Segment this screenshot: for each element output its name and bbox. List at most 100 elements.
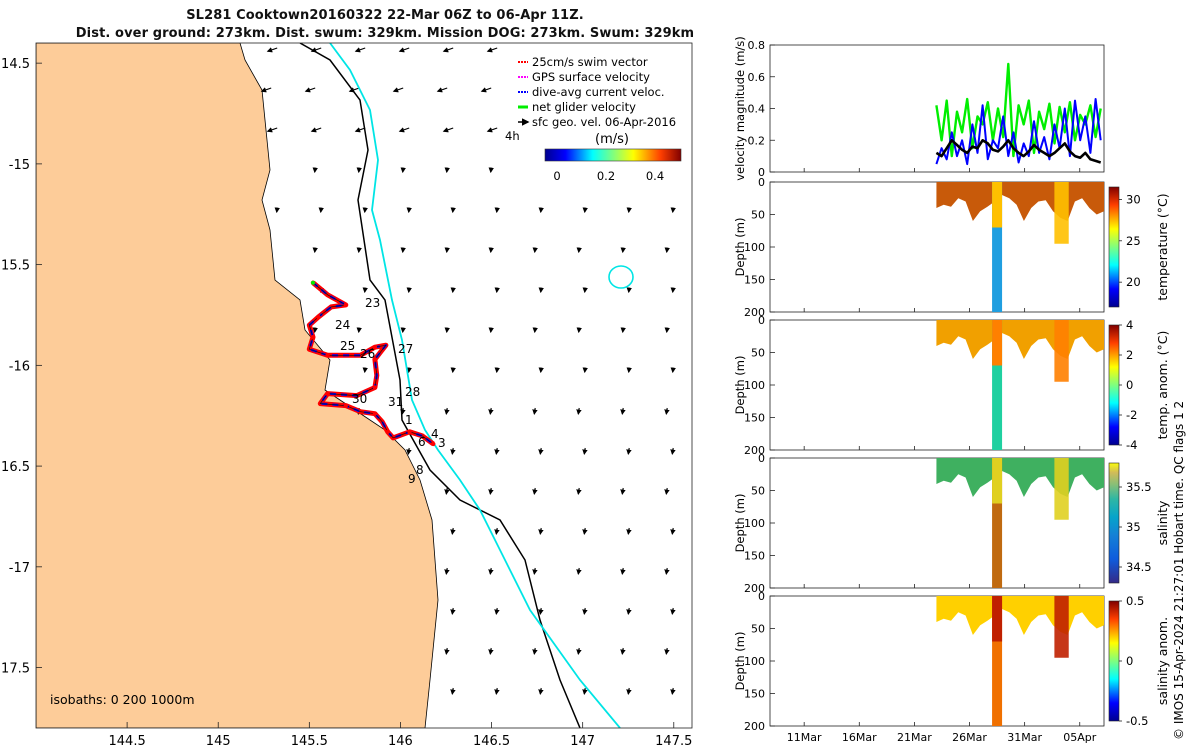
day-label: 25 [340, 339, 355, 353]
time-xtick-label: 16Mar [842, 731, 877, 744]
track-point [310, 334, 316, 340]
salinity-deep-patch [1054, 458, 1069, 520]
current-vector [450, 687, 456, 696]
legend-item-gps: GPS surface velocity [518, 70, 650, 84]
temperature-deep-profile [992, 182, 1003, 312]
salinity-ytick-label: 50 [751, 485, 765, 498]
colorbar-tick: 0 [553, 169, 560, 183]
current-vector [260, 87, 272, 93]
track-line [308, 282, 434, 445]
temperature-ytick-label: 50 [751, 209, 765, 222]
temperature-surface-field [936, 182, 1104, 221]
velocity-ytick-label: 0 [758, 166, 765, 179]
current-vector [670, 447, 676, 456]
map-xtick-label: 145 [206, 734, 231, 749]
track-point [316, 314, 321, 320]
map-ytick-label: 15.5 [1, 259, 30, 274]
temp-anomaly-colorbar [1108, 324, 1120, 446]
salinity-anomaly-colorbar-tick-label: 0 [1126, 654, 1133, 668]
current-vector [626, 447, 632, 456]
current-vector [670, 607, 676, 616]
track-point [372, 357, 378, 362]
current-vector [398, 127, 410, 133]
legend-age-label: 4h [505, 129, 520, 143]
current-vector [626, 607, 632, 616]
land-mass [36, 43, 439, 728]
day-label: 6 [418, 435, 426, 449]
current-vector [266, 127, 278, 133]
current-vector [266, 47, 278, 53]
colorbar-unit: (m/s) [595, 132, 629, 147]
current-vector [442, 47, 454, 53]
current-vector [620, 647, 626, 656]
track-point [372, 411, 378, 416]
track-point [385, 429, 390, 435]
legend-item-swim: 25cm/s swim vector [518, 55, 648, 69]
velocity-ytick-label: 0.4 [748, 103, 766, 116]
current-vector [304, 87, 316, 93]
current-vector [532, 647, 538, 656]
track-point [325, 391, 330, 396]
current-vector [582, 527, 588, 536]
day-label: 27 [398, 342, 413, 356]
track-point [372, 385, 378, 390]
current-vector [354, 47, 366, 53]
legend-label: net glider velocity [532, 100, 636, 114]
current-vector [538, 447, 544, 456]
current-vector [444, 567, 450, 576]
salinity-ylabel: Depth (m) [733, 494, 747, 553]
salinity-colorbar-tick-label: 35.5 [1126, 480, 1152, 494]
legend-item-net: net glider velocity [518, 100, 636, 114]
time-xtick-label: 26Mar [952, 731, 987, 744]
salinity-anomaly-ylabel: Depth (m) [733, 632, 747, 691]
current-vector [576, 647, 582, 656]
current-vector [576, 567, 582, 576]
map-ytick-label: -15 [9, 158, 30, 173]
temp-anomaly-colorbar-tick-label: 4 [1126, 318, 1133, 332]
chart-title-line-2: Dist. over ground: 273km. Dist. swum: 32… [75, 26, 695, 41]
current-vector [664, 407, 670, 416]
temp-anomaly-colorbar-label: temp. anom. (°C) [1155, 331, 1170, 440]
temperature-ytick-label: 150 [744, 274, 765, 287]
temperature-deep-patch [1054, 182, 1069, 244]
current-vector [494, 447, 500, 456]
colorbar-tick: 0.4 [646, 169, 664, 183]
track-point [372, 345, 378, 350]
map-xtick-label: 144.5 [109, 734, 146, 749]
track-point [407, 429, 412, 435]
current-vector [444, 487, 450, 496]
day-label: 30 [352, 392, 367, 406]
temp-anomaly-colorbar-tick-label: -2 [1126, 408, 1137, 422]
salinity-anomaly-ytick-label: 100 [744, 655, 765, 668]
map-ytick-label: 16.5 [1, 460, 30, 475]
temperature-ytick-label: 0 [758, 176, 765, 189]
temp-anomaly-ytick-label: 150 [744, 412, 765, 425]
current-vector [436, 87, 448, 93]
current-vector [488, 567, 494, 576]
temperature-deep-profile-upper [992, 182, 1003, 228]
day-label: 26 [360, 347, 375, 361]
current-vector [486, 127, 498, 133]
salinity-ytick-label: 150 [744, 550, 765, 563]
temperature-ytick-label: 100 [744, 241, 765, 254]
salinity-colorbar-tick-label: 35 [1126, 520, 1141, 534]
map-axis-ticks: 144.5 145 145.5 146 146.5 147 147.514.5-1515.5… [1, 57, 692, 749]
salinity-anomaly-surface-field [936, 596, 1104, 635]
current-vector [620, 407, 626, 416]
salinity-deep-profile [992, 458, 1003, 588]
current-vector [400, 407, 406, 416]
time-xtick-label: 21Mar [897, 731, 932, 744]
velocity-ytick-label: 0.2 [748, 134, 766, 147]
current-vector [664, 567, 670, 576]
velocity-ytick-label: 0.6 [748, 71, 766, 84]
current-vector [626, 527, 632, 536]
current-vector [670, 527, 676, 536]
salinity-anomaly-panel-frame [769, 595, 1105, 727]
day-label: 1 [405, 413, 413, 427]
current-vector [664, 647, 670, 656]
current-vector [488, 487, 494, 496]
salinity-anomaly-colorbar-label: salinity anom. [1155, 617, 1170, 705]
chart-title-line-1: SL281 Cooktown20160322 22-Mar 06Z to 06-… [186, 8, 584, 23]
current-vector [582, 607, 588, 616]
